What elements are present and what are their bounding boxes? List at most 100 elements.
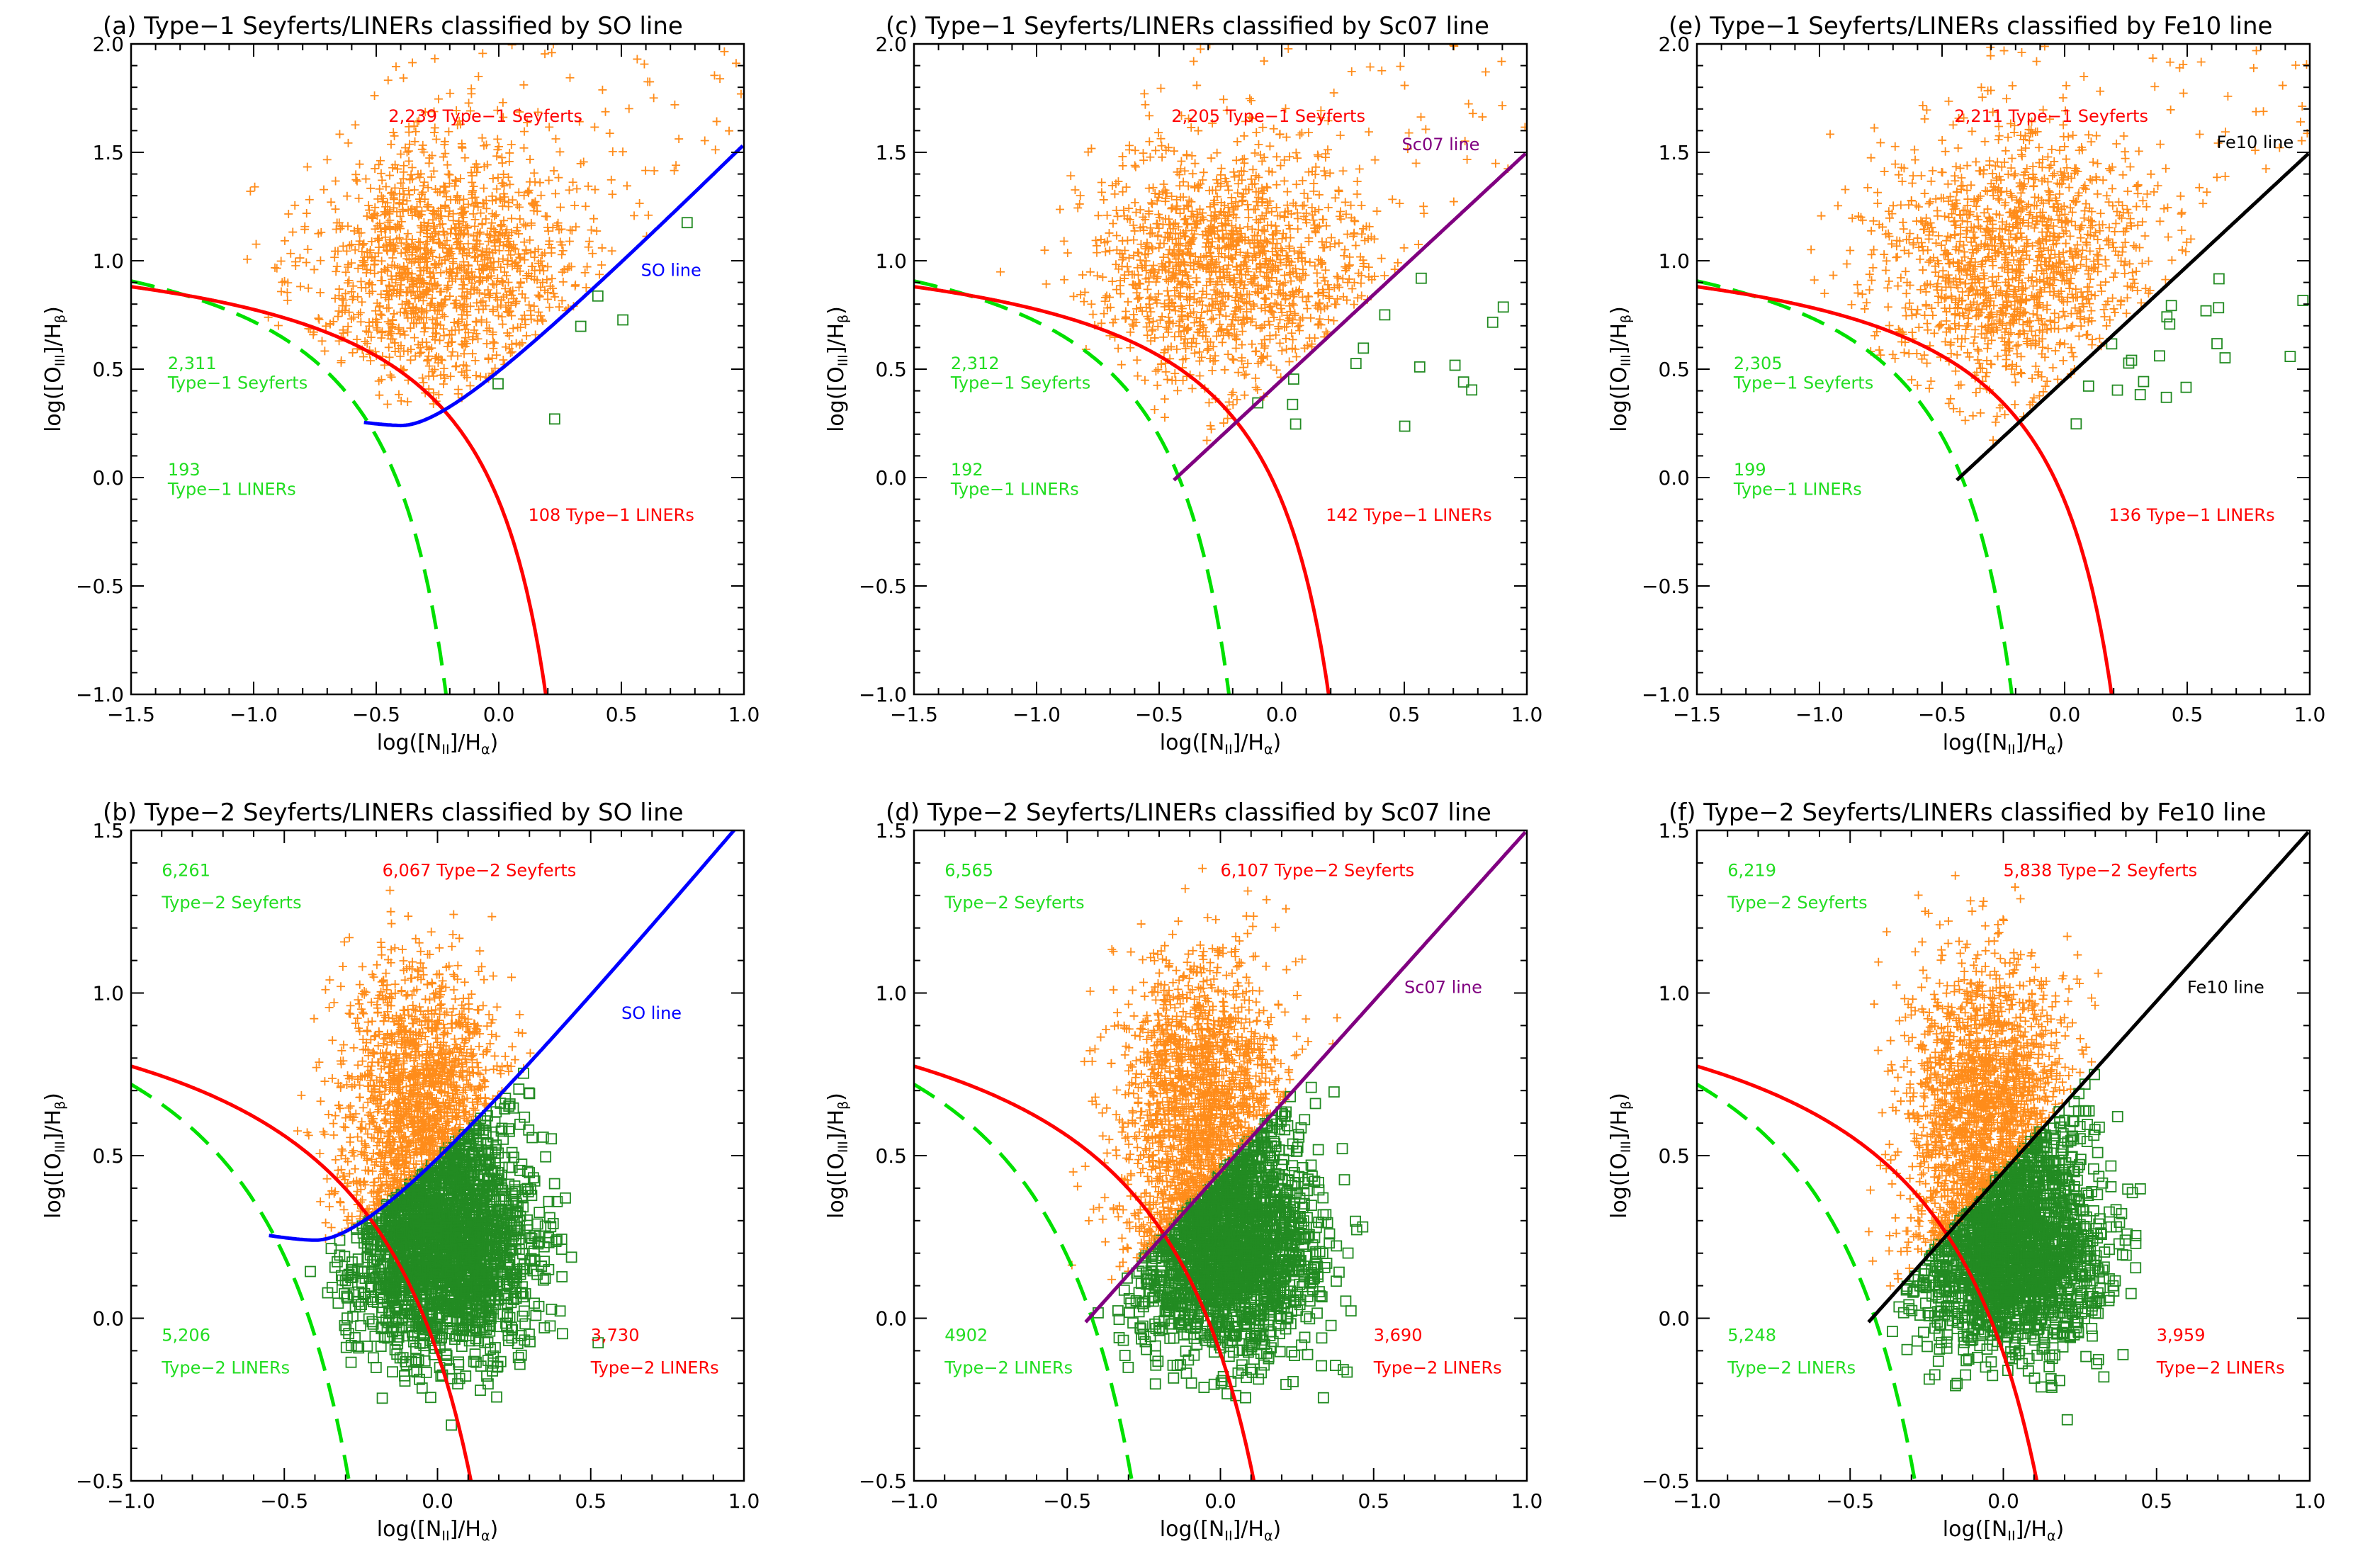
seyfert-point (1326, 169, 1335, 178)
seyfert-point (1134, 294, 1143, 303)
liner-point (575, 320, 587, 332)
seyfert-point (2249, 63, 2258, 72)
seyfert-point (402, 297, 411, 306)
seyfert-point (1146, 293, 1156, 302)
seyfert-point (1958, 309, 1968, 318)
seyfert-point (2001, 146, 2010, 155)
seyfert-point (430, 222, 439, 231)
seyfert-point (1218, 338, 1227, 347)
seyfert-point (1256, 248, 1265, 257)
seyfert-point (1208, 237, 1217, 247)
seyfert-point (1209, 264, 1218, 273)
seyfert-point (385, 371, 395, 380)
seyfert-point (2004, 281, 2014, 291)
seyfert-point (405, 128, 414, 137)
seyfert-point (499, 293, 508, 302)
seyfert-point (2087, 137, 2096, 147)
seyfert-point (349, 281, 358, 291)
liner-point (2106, 338, 2118, 350)
y-axis-label: log([OIII]/Hβ) (41, 306, 68, 432)
seyfert-point (1236, 278, 1245, 287)
seyfert-point (1157, 359, 1166, 368)
seyfert-point (471, 317, 480, 326)
seyfert-point (497, 1062, 507, 1071)
seyfert-point (1190, 349, 1200, 358)
seyfert-point (2003, 268, 2012, 277)
seyfert-point (435, 253, 444, 262)
seyfert-point (1282, 344, 1291, 354)
seyfert-point (1168, 203, 1177, 213)
seyfert-point (1968, 278, 1977, 288)
seyfert-point (2063, 293, 2072, 302)
seyfert-point (419, 378, 428, 388)
seyfert-point (470, 215, 480, 224)
seyfert-point (2128, 275, 2138, 284)
seyfert-point (454, 317, 463, 326)
seyfert-point (1918, 101, 1927, 110)
seyfert-point (1154, 289, 1163, 298)
seyfert-point (1248, 315, 1257, 324)
seyfert-point (1230, 172, 1239, 181)
seyfert-point (440, 137, 449, 146)
seyfert-point (1297, 276, 1306, 285)
seyfert-point (514, 203, 524, 212)
seyfert-point (1224, 261, 1234, 270)
seyfert-point (1963, 322, 1972, 331)
seyfert-point (1282, 322, 1291, 332)
seyfert-point (2133, 181, 2143, 191)
seyfert-point (1145, 137, 1154, 146)
seyfert-point (476, 272, 485, 281)
seyfert-point (1144, 273, 1153, 283)
seyfert-point (1347, 67, 1356, 77)
seyfert-point (1093, 271, 1102, 281)
seyfert-point (417, 307, 427, 316)
seyfert-point (1164, 215, 1173, 224)
seyfert-point (1937, 241, 1946, 250)
count-annotation: Type−1 Seyferts (1733, 373, 1873, 393)
x-tick-label: −0.5 (352, 703, 400, 726)
seyfert-point (2076, 260, 2085, 269)
seyfert-point (2075, 225, 2084, 235)
seyfert-point (2061, 239, 2070, 248)
seyfert-point (383, 287, 392, 296)
seyfert-point (1893, 281, 1902, 291)
liner-point (460, 1370, 472, 1382)
seyfert-point (1266, 302, 1275, 311)
seyfert-point (1263, 263, 1272, 272)
count-annotation: Type−1 LINERs (167, 479, 296, 499)
seyfert-point (1317, 237, 1326, 247)
seyfert-point (1245, 290, 1254, 299)
seyfert-point (1254, 140, 1263, 149)
seyfert-point (1315, 298, 1324, 308)
seyfert-point (1926, 176, 1936, 186)
seyfert-point (1206, 259, 1215, 269)
seyfert-point (439, 152, 448, 162)
x-tick-label: 0.0 (1266, 703, 1298, 726)
seyfert-point (581, 202, 590, 211)
seyfert-point (1303, 193, 1312, 203)
seyfert-point (1957, 296, 1966, 305)
seyfert-point (2132, 266, 2141, 276)
seyfert-point (464, 273, 473, 283)
seyfert-point (1858, 215, 1867, 225)
seyfert-point (1183, 220, 1192, 230)
seyfert-point (1324, 315, 1333, 325)
seyfert-point (451, 325, 460, 334)
x-tick-label: −1.0 (230, 703, 278, 726)
seyfert-point (555, 237, 565, 247)
seyfert-point (540, 286, 549, 295)
seyfert-point (1944, 96, 1953, 106)
seyfert-point (1177, 157, 1186, 166)
seyfert-point (461, 333, 470, 342)
seyfert-point (367, 1155, 376, 1164)
seyfert-point (435, 336, 444, 345)
seyfert-point (437, 259, 446, 268)
seyfert-point (1180, 258, 1189, 267)
seyfert-point (1196, 314, 1205, 323)
seyfert-point (2122, 309, 2131, 318)
seyfert-point (479, 184, 488, 193)
seyfert-point (469, 182, 478, 191)
seyfert-point (1227, 193, 1236, 202)
seyfert-point (2084, 283, 2094, 292)
seyfert-point (1145, 111, 1154, 120)
